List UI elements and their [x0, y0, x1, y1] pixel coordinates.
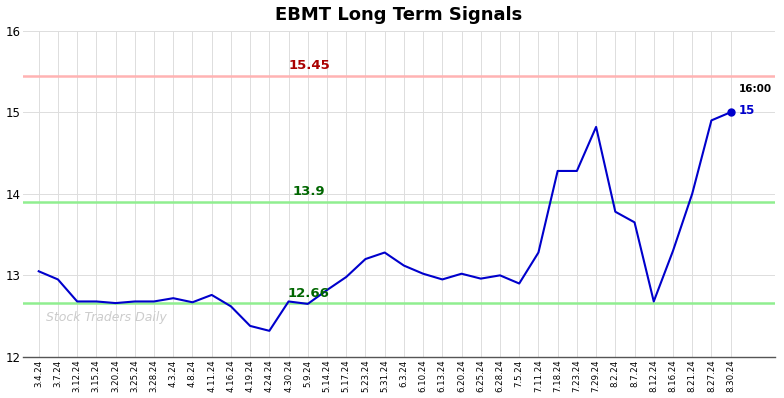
Text: 15: 15 — [739, 104, 755, 117]
Text: 13.9: 13.9 — [292, 185, 325, 199]
Text: 16:00: 16:00 — [739, 84, 771, 94]
Title: EBMT Long Term Signals: EBMT Long Term Signals — [275, 6, 523, 23]
Text: 12.66: 12.66 — [288, 287, 330, 300]
Text: Stock Traders Daily: Stock Traders Daily — [46, 311, 167, 324]
Text: 15.45: 15.45 — [288, 59, 330, 72]
